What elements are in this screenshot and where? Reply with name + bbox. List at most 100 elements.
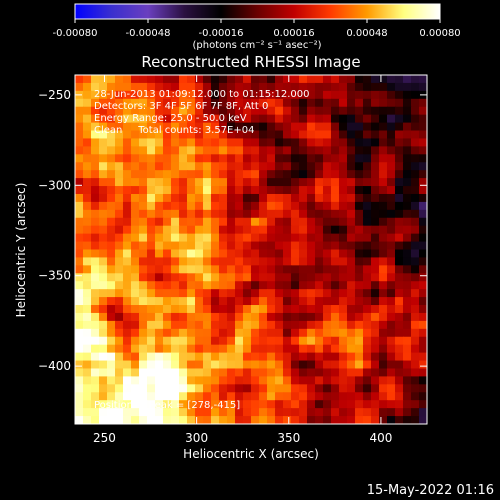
heatmap-cell <box>195 154 204 163</box>
heatmap-cell <box>403 233 412 243</box>
heatmap-cell <box>259 122 268 132</box>
heatmap-cell <box>275 249 284 259</box>
heatmap-cell <box>307 368 316 378</box>
heatmap-cell <box>411 217 420 227</box>
heatmap-cell <box>371 114 380 124</box>
heatmap-cell <box>235 265 244 274</box>
heatmap-cell <box>163 289 172 298</box>
heatmap-cell <box>395 376 404 385</box>
annotation-detectors: Detectors: 3F 4F 5F 6F 7F 8F, Att 0 <box>94 101 268 112</box>
heatmap-cell <box>355 106 364 116</box>
heatmap-cell <box>299 162 308 171</box>
heatmap-cell <box>339 217 348 227</box>
heatmap-cell <box>131 392 140 401</box>
heatmap-cell <box>155 408 164 417</box>
heatmap-cell <box>411 170 420 179</box>
heatmap-cell <box>83 289 92 298</box>
heatmap-cell <box>91 344 100 354</box>
heatmap-cell <box>131 376 140 385</box>
heatmap-cell <box>75 320 84 330</box>
heatmap-cell <box>267 392 276 401</box>
heatmap-cell <box>163 162 172 171</box>
heatmap-cell <box>235 193 244 203</box>
heatmap-cell <box>139 75 148 84</box>
heatmap-cell <box>155 281 164 290</box>
heatmap-cell <box>419 257 427 266</box>
heatmap-cell <box>283 122 292 132</box>
heatmap-cell <box>91 193 100 203</box>
heatmap-cell <box>371 146 380 155</box>
heatmap-cell <box>243 368 252 378</box>
heatmap-cell <box>211 162 220 171</box>
heatmap-cell <box>139 392 148 401</box>
heatmap-cell <box>99 257 108 266</box>
heatmap-cell <box>235 368 244 378</box>
heatmap-cell <box>387 241 396 251</box>
heatmap-cell <box>355 305 364 314</box>
heatmap-cell <box>211 114 220 124</box>
heatmap-cell <box>275 392 284 401</box>
heatmap-cell <box>179 178 188 187</box>
heatmap-cell <box>355 360 364 370</box>
heatmap-cell <box>395 106 404 116</box>
heatmap-cell <box>179 352 188 362</box>
heatmap-cell <box>171 257 180 266</box>
heatmap-cell <box>187 392 196 401</box>
heatmap-cell <box>283 257 292 266</box>
heatmap-cell <box>323 312 332 322</box>
heatmap-cell <box>411 265 420 274</box>
heatmap-cell <box>299 289 308 298</box>
heatmap-cell <box>227 368 236 378</box>
heatmap-cell <box>235 90 244 100</box>
heatmap-cell <box>131 170 140 179</box>
heatmap-cell <box>227 201 236 211</box>
heatmap-cell <box>179 392 188 401</box>
heatmap-cell <box>75 193 84 203</box>
heatmap-cell <box>259 201 268 211</box>
heatmap-cell <box>315 360 324 370</box>
heatmap-cell <box>251 360 260 370</box>
heatmap-cell <box>339 312 348 322</box>
heatmap-cell <box>307 344 316 354</box>
heatmap-cell <box>275 138 284 147</box>
heatmap-cell <box>99 82 108 92</box>
heatmap-cell <box>315 193 324 203</box>
heatmap-cell <box>147 312 156 322</box>
heatmap-cell <box>291 360 300 370</box>
heatmap-cell <box>179 201 188 211</box>
heatmap-cell <box>323 320 332 330</box>
heatmap-cell <box>259 265 268 274</box>
heatmap-cell <box>355 416 364 424</box>
heatmap-cell <box>99 400 108 409</box>
heatmap-cell <box>179 75 188 84</box>
heatmap-cell <box>203 297 212 306</box>
heatmap-cell <box>147 352 156 362</box>
heatmap-cell <box>203 312 212 322</box>
heatmap-cell <box>379 328 388 338</box>
heatmap-cell <box>331 328 340 338</box>
heatmap-cell <box>131 186 140 195</box>
heatmap-cell <box>395 281 404 290</box>
heatmap-cell <box>131 416 140 424</box>
heatmap-cell <box>315 170 324 179</box>
heatmap-cell <box>75 400 84 409</box>
heatmap-cell <box>267 360 276 370</box>
heatmap-cell <box>179 154 188 163</box>
heatmap-cell <box>251 368 260 378</box>
heatmap-cell <box>291 257 300 266</box>
heatmap-cell <box>403 376 412 385</box>
heatmap-cell <box>259 90 268 100</box>
heatmap-cell <box>387 217 396 227</box>
heatmap-cell <box>283 82 292 92</box>
heatmap-cell <box>115 186 124 195</box>
heatmap-cell <box>315 233 324 243</box>
heatmap-cell <box>235 336 244 346</box>
heatmap-cell <box>107 305 116 314</box>
heatmap-cell <box>283 328 292 338</box>
heatmap-cell <box>379 186 388 195</box>
heatmap-cell <box>243 201 252 211</box>
heatmap-cell <box>411 130 420 140</box>
heatmap-cell <box>187 281 196 290</box>
heatmap-cell <box>123 376 132 385</box>
heatmap-cell <box>403 114 412 124</box>
